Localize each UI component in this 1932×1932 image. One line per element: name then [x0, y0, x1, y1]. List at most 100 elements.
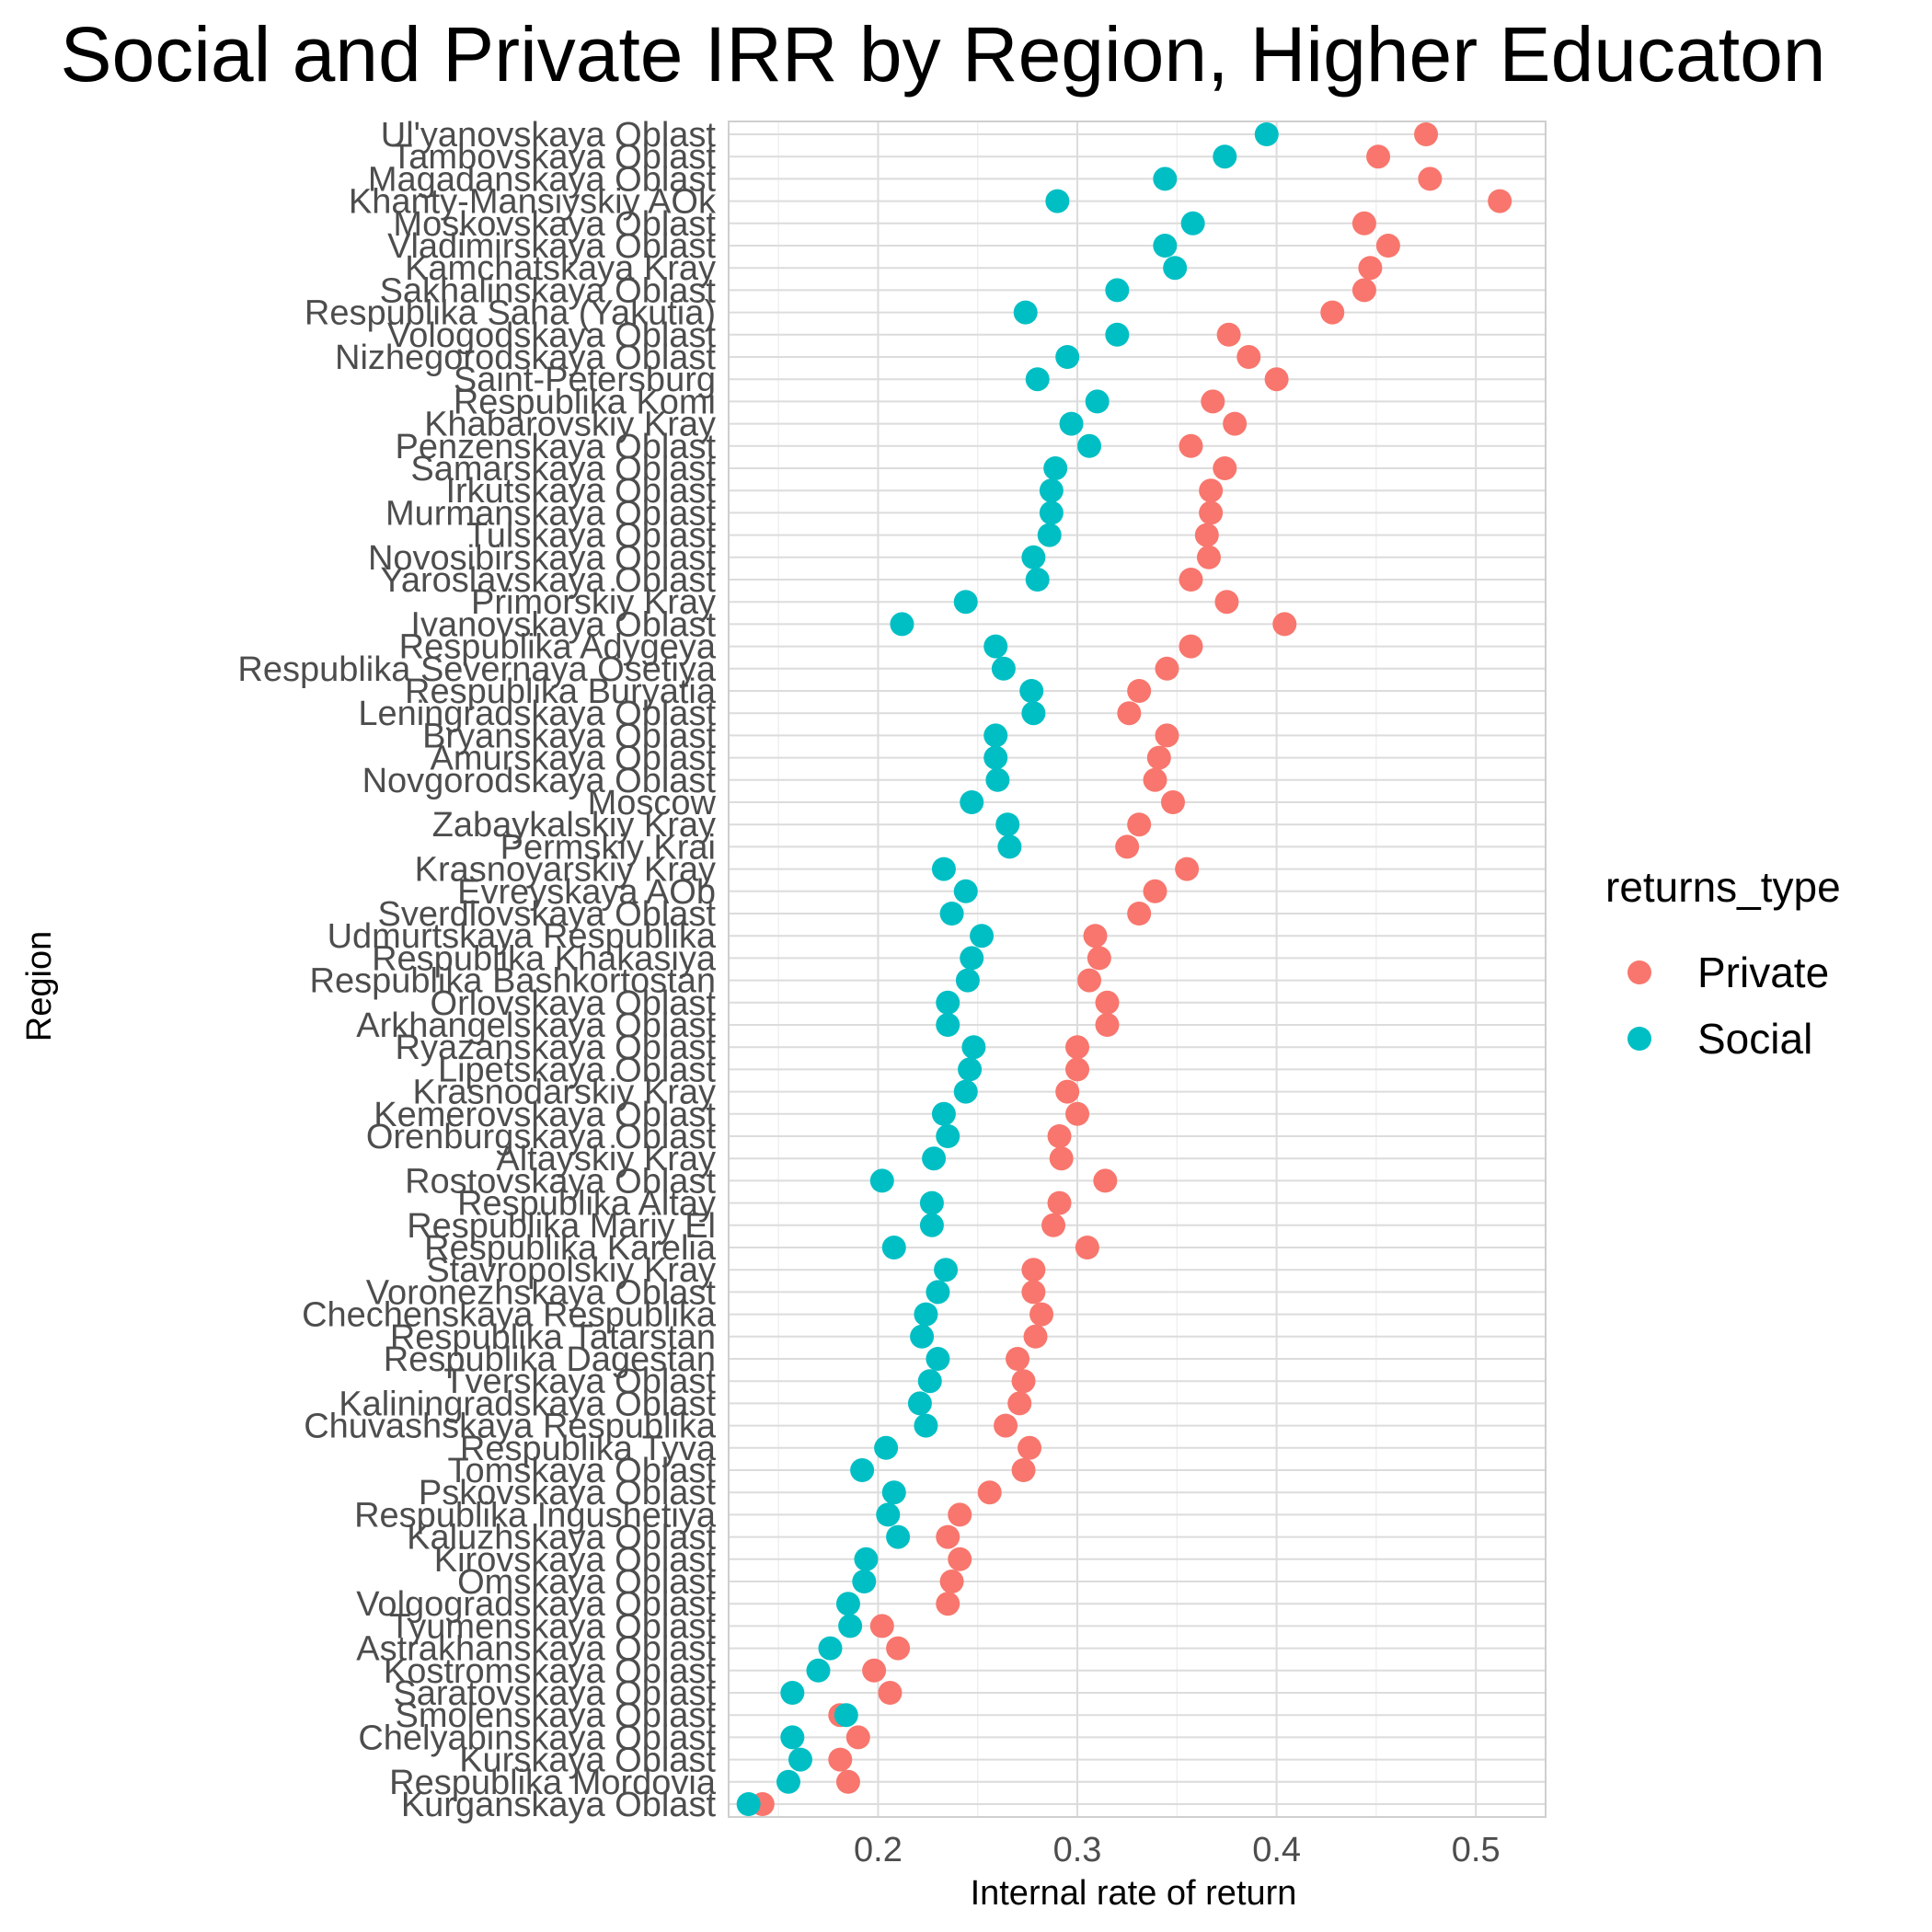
data-point-social	[1059, 411, 1084, 436]
data-point-social	[953, 879, 978, 903]
data-point-private	[1146, 745, 1171, 770]
data-point-social	[1037, 523, 1062, 547]
data-point-private	[1264, 367, 1289, 392]
data-point-private	[1160, 790, 1185, 814]
y-tick-label: Murmanskaya Oblast	[385, 494, 716, 533]
y-tick-label: Sverdlovskaya Oblast	[378, 895, 717, 934]
y-tick-label: Kemerovskaya Oblast	[374, 1096, 716, 1134]
y-tick-label: Ul'yanovskaya Oblast	[381, 116, 717, 155]
data-point-private	[994, 1413, 1018, 1438]
data-point-social	[854, 1547, 879, 1571]
y-tick-label: Stavropolskiy Kray	[426, 1251, 716, 1290]
data-point-social	[983, 634, 1008, 659]
data-point-social	[936, 1013, 960, 1037]
data-point-social	[1021, 701, 1046, 726]
data-point-social	[1021, 545, 1046, 569]
y-tick-label: Respublika Buryatia	[405, 673, 717, 711]
data-point-private	[1093, 1168, 1118, 1193]
y-tick-label: Respublika Adygeya	[399, 628, 717, 667]
data-point-social	[788, 1747, 812, 1772]
y-tick-label: Evreyskaya AOb	[457, 873, 716, 912]
data-point-social	[886, 1524, 911, 1549]
y-tick-label: Voronezhskaya Oblast	[366, 1273, 717, 1312]
y-tick-label: Respublika Ingushetiya	[354, 1496, 717, 1535]
data-point-social	[1105, 322, 1130, 347]
data-point-private	[835, 1769, 860, 1794]
data-point-private	[1272, 612, 1297, 637]
data-point-social	[953, 1079, 978, 1104]
data-point-social	[914, 1302, 938, 1327]
data-point-social	[1025, 367, 1050, 392]
y-tick-label: Bryanskaya Oblast	[422, 717, 716, 755]
data-point-private	[1049, 1146, 1074, 1171]
data-point-private	[948, 1547, 972, 1571]
y-tick-label: Chuvashskaya Respublika	[304, 1408, 717, 1446]
data-point-private	[1199, 500, 1224, 525]
data-point-social	[1039, 500, 1064, 525]
data-point-private	[1194, 523, 1219, 547]
legend-label-private: Private	[1697, 949, 1829, 996]
y-tick-label: Ryazanskaya Oblast	[396, 1029, 717, 1067]
data-point-private	[1143, 767, 1167, 792]
y-tick-label: Chelyabinskaya Oblast	[358, 1719, 716, 1757]
data-point-social	[919, 1213, 944, 1237]
y-tick-label: Orlovskaya Oblast	[431, 984, 717, 1023]
data-point-social	[958, 1057, 983, 1082]
x-tick-label: 0.4	[1252, 1831, 1301, 1869]
data-point-private	[1351, 211, 1376, 236]
data-point-social	[910, 1324, 935, 1349]
y-tick-label: Penzenskaya Oblast	[395, 428, 716, 466]
data-point-social	[953, 590, 978, 615]
y-tick-label: Ivanovskaya Oblast	[410, 605, 716, 644]
data-point-social	[1055, 345, 1080, 369]
data-point-social	[961, 1035, 986, 1060]
data-point-private	[1366, 144, 1391, 169]
data-point-private	[1488, 189, 1512, 213]
data-point-private	[862, 1658, 887, 1683]
series-private	[750, 122, 1512, 1816]
data-point-social	[936, 1124, 960, 1148]
data-point-private	[1006, 1347, 1030, 1371]
data-point-private	[936, 1524, 960, 1549]
chart-title: Social and Private IRR by Region, Higher…	[60, 11, 1825, 98]
y-tick-label: Respublika Mordovia	[389, 1764, 717, 1802]
data-point-social	[850, 1458, 875, 1482]
y-tick-label: Orenburgskaya Oblast	[366, 1118, 717, 1156]
y-tick-label: Moskovskaya Oblast	[393, 205, 716, 244]
data-point-social	[970, 924, 995, 949]
data-point-social	[919, 1190, 944, 1215]
data-point-private	[1018, 1435, 1042, 1460]
data-point-social	[881, 1236, 906, 1259]
data-point-social	[838, 1614, 863, 1639]
data-point-private	[948, 1502, 972, 1527]
data-point-social	[1077, 433, 1102, 458]
y-tick-label: Respublika Dagestan	[384, 1340, 716, 1379]
y-tick-label: Samarskaya Oblast	[410, 450, 716, 489]
data-point-social	[1039, 478, 1064, 503]
y-tick-label: Amurskaya Oblast	[431, 740, 717, 778]
data-point-social	[922, 1146, 947, 1171]
data-point-social	[1025, 568, 1050, 592]
data-point-private	[1087, 946, 1111, 971]
data-point-social	[1153, 234, 1178, 258]
data-point-private	[1065, 1057, 1090, 1082]
data-point-social	[1180, 211, 1205, 236]
y-tick-label: Zabaykalskiy Kray	[432, 806, 716, 845]
data-point-social	[1213, 144, 1237, 169]
data-point-social	[806, 1658, 831, 1683]
data-point-private	[1047, 1190, 1072, 1215]
data-point-private	[1007, 1391, 1032, 1416]
y-tick-label: Tyumenskaya Oblast	[389, 1607, 716, 1646]
y-tick-label: Sakhalinskaya Oblast	[380, 271, 717, 310]
y-tick-label: Magadanskaya Oblast	[368, 160, 717, 199]
data-point-private	[1047, 1124, 1072, 1148]
data-point-private	[1358, 256, 1383, 281]
y-tick-label: Novgorodskaya Oblast	[362, 762, 717, 800]
legend: returns_type Private Social	[1605, 863, 1841, 1063]
data-point-private	[1021, 1280, 1046, 1305]
y-tick-label: Volgogradskaya Oblast	[356, 1585, 716, 1624]
data-point-social	[780, 1725, 805, 1750]
data-point-private	[977, 1480, 1002, 1505]
data-point-social	[983, 723, 1008, 748]
